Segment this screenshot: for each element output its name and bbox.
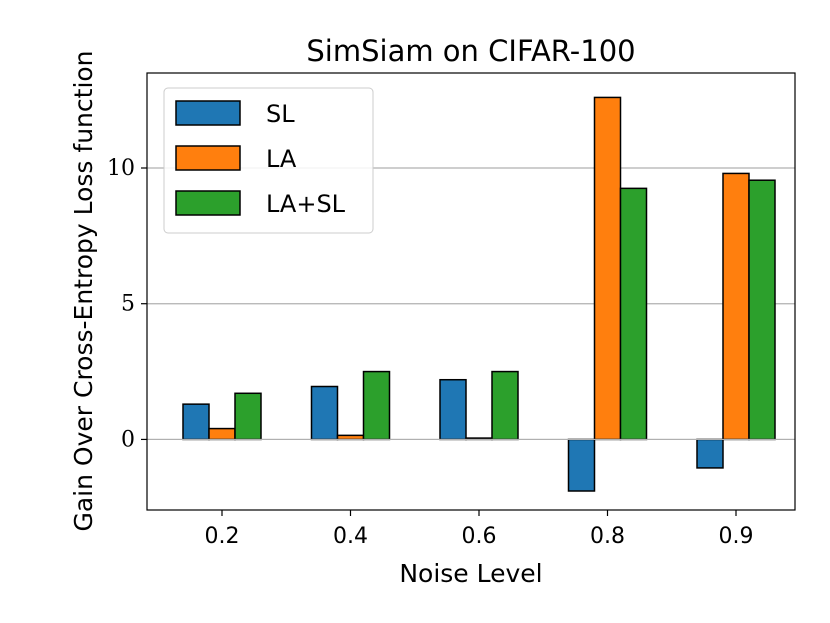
chart-title: SimSiam on CIFAR-100: [306, 34, 635, 68]
bar-la-sl-0.6: [491, 370, 519, 441]
bar-sl-0.6: [439, 378, 467, 441]
bar-la-0.9: [722, 172, 750, 441]
x-tick-label: 0.9: [719, 524, 754, 549]
legend-swatch-la-sl: [175, 190, 241, 216]
bar-la-0.8: [593, 96, 622, 441]
legend-swatch-sl: [175, 100, 241, 126]
legend: SL LA LA+SL: [163, 87, 374, 234]
bar-sl-0.9: [696, 438, 724, 469]
bar-sl-0.2: [182, 403, 210, 441]
legend-swatch-la: [175, 145, 241, 171]
bar-la-0.2: [208, 427, 236, 441]
bar-la-sl-0.2: [234, 392, 262, 441]
bar-la-sl-0.4: [362, 370, 391, 441]
x-tick-label: 0.6: [462, 524, 497, 549]
y-tick-label: 10: [107, 156, 135, 181]
plot-frame: [146, 72, 796, 511]
x-tick-label: 0.8: [590, 524, 625, 549]
bar-la-sl-0.9: [748, 179, 776, 441]
y-axis-label: Gain Over Cross-Entropy Loss function: [69, 50, 98, 531]
bars: [182, 96, 776, 492]
bar-la-0.4: [336, 434, 365, 441]
legend-label: LA+SL: [266, 190, 346, 218]
x-ticks: 0.2 0.4 0.6 0.8 0.9: [205, 510, 754, 549]
x-tick-label: 0.4: [333, 524, 368, 549]
x-tick-label: 0.2: [205, 524, 240, 549]
bar-sl-0.4: [310, 385, 339, 441]
y-tick-label: 0: [121, 427, 135, 452]
x-axis-label: Noise Level: [399, 559, 542, 588]
y-ticks: 0 5 10: [107, 156, 147, 452]
legend-label: SL: [266, 100, 295, 128]
y-tick-label: 5: [121, 292, 135, 317]
bar-sl-0.8: [567, 438, 596, 492]
legend-label: LA: [266, 145, 297, 173]
bar-la-sl-0.8: [619, 187, 648, 441]
